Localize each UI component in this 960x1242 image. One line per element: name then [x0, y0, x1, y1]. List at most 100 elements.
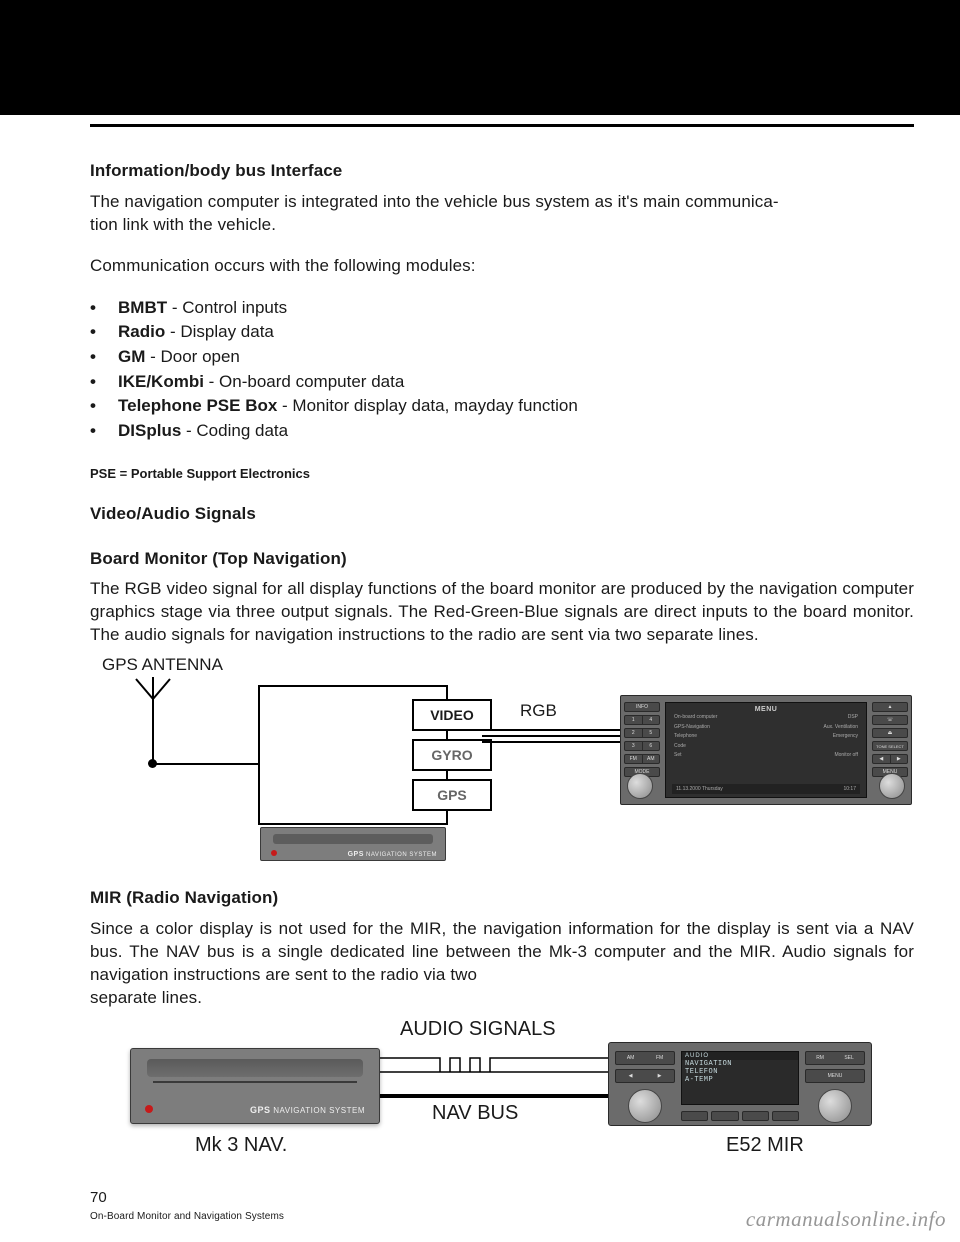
- list-item: Telephone PSE Box - Monitor display data…: [90, 394, 914, 419]
- mir-btn: [681, 1111, 708, 1121]
- nav-bus-line: [380, 1094, 608, 1098]
- rgb-line-b: [482, 741, 620, 743]
- mir-btn: ◀▶: [615, 1069, 675, 1083]
- list-item: BMBT - Control inputs: [90, 296, 914, 321]
- rgb-line-g: [482, 735, 620, 737]
- mod-desc: - On-board computer data: [204, 372, 404, 391]
- section2-heading: Video/Audio Signals: [90, 503, 914, 526]
- diagram-rgb: GPS ANTENNA VIDEO GYRO GPS GPS NAVIGATIO…: [90, 655, 910, 865]
- mir-line: A-TEMP: [682, 1076, 798, 1084]
- section2-p1: The RGB video signal for all display fun…: [90, 578, 914, 647]
- menu-row: GPS-NavigationAux. Ventilation: [666, 723, 866, 733]
- module-list: BMBT - Control inputs Radio - Display da…: [90, 296, 914, 444]
- mod-desc: - Coding data: [181, 421, 288, 440]
- nav-computer-box: VIDEO GYRO GPS: [258, 685, 448, 825]
- btn-tone: TONE SELECT: [872, 741, 908, 751]
- gps-nav-unit: GPS NAVIGATION SYSTEM: [260, 827, 446, 861]
- list-item: DISplus - Coding data: [90, 419, 914, 444]
- page-number: 70: [90, 1189, 107, 1206]
- unit-label: GPS NAVIGATION SYSTEM: [250, 1105, 365, 1115]
- mir-left-buttons: AMFM ◀▶: [615, 1051, 675, 1123]
- unit-label: GPS NAVIGATION SYSTEM: [348, 851, 437, 858]
- section3-p2: separate lines.: [90, 987, 914, 1010]
- status-bar: 11.13.2000 Thursday10:17: [672, 784, 860, 794]
- gps-pill: GPS: [412, 779, 492, 811]
- power-led-icon: [145, 1105, 153, 1113]
- mir-header: AUDIO: [682, 1052, 798, 1060]
- content-area: Information/body bus Interface The navig…: [90, 160, 914, 1168]
- btn-1-4: 14: [624, 715, 660, 725]
- page: Information/body bus Interface The navig…: [0, 0, 960, 1242]
- nav-bus-label: NAV BUS: [432, 1102, 518, 1125]
- e52-mir-unit: AMFM ◀▶ RMSEL MENU AUDIO NAVIGATION TELE…: [608, 1042, 872, 1126]
- left-knob-icon: [627, 773, 653, 799]
- mir-btn: RMSEL: [805, 1051, 865, 1065]
- section1-p2: Communication occurs with the following …: [90, 255, 914, 278]
- btn-info: INFO: [624, 702, 660, 712]
- list-item: IKE/Kombi - On-board computer data: [90, 370, 914, 395]
- mk3-label: Mk 3 NAV.: [195, 1134, 287, 1157]
- mir-line: TELEFON: [682, 1068, 798, 1076]
- menu-title: MENU: [666, 706, 866, 713]
- menu-row: SetMonitor off: [666, 751, 866, 761]
- horizontal-rule: [90, 124, 914, 127]
- mir-knob-icon: [628, 1089, 662, 1123]
- mod-name: IKE/Kombi: [118, 372, 204, 391]
- btn-fm-am: FMAM: [624, 754, 660, 764]
- mk3-nav-unit: GPS NAVIGATION SYSTEM: [130, 1048, 380, 1124]
- mir-screen: AUDIO NAVIGATION TELEFON A-TEMP: [681, 1051, 799, 1105]
- rgb-label: RGB: [520, 701, 557, 721]
- mod-desc: - Door open: [145, 347, 240, 366]
- btn-phone: ☏: [872, 715, 908, 725]
- gyro-pill: GYRO: [412, 739, 492, 771]
- mir-line: NAVIGATION: [682, 1060, 798, 1068]
- diagram-navbus: AUDIO SIGNALS GPS NAVIGATION SYSTEM NAV …: [90, 1018, 910, 1168]
- section2-sub1: Board Monitor (Top Navigation): [90, 548, 914, 571]
- mod-desc: - Monitor display data, mayday function: [277, 396, 577, 415]
- section1-heading: Information/body bus Interface: [90, 161, 342, 180]
- mir-btn: AMFM: [615, 1051, 675, 1065]
- audio-signals-label: AUDIO SIGNALS: [400, 1018, 556, 1041]
- btn-3-6: 36: [624, 741, 660, 751]
- mod-name: GM: [118, 347, 145, 366]
- mir-btn: [772, 1111, 799, 1121]
- list-item: GM - Door open: [90, 345, 914, 370]
- mir-btn: [711, 1111, 738, 1121]
- section1-p1: The navigation computer is integrated in…: [90, 191, 914, 237]
- menu-row: On-board computerDSP: [666, 713, 866, 723]
- mir-btn: [742, 1111, 769, 1121]
- btn-seek: ◀▶: [872, 754, 908, 764]
- menu-row: Code: [666, 742, 866, 752]
- power-led-icon: [271, 850, 277, 856]
- mod-name: Radio: [118, 322, 165, 341]
- section3-heading: MIR (Radio Navigation): [90, 887, 914, 910]
- btn-eject: ⏏: [872, 728, 908, 738]
- header-black-bar: [0, 0, 960, 115]
- gps-antenna-label: GPS ANTENNA: [102, 655, 223, 675]
- monitor-screen: MENU On-board computerDSP GPS-Navigation…: [665, 702, 867, 798]
- mir-knob-icon: [818, 1089, 852, 1123]
- btn-2-5: 25: [624, 728, 660, 738]
- mir-bottom-buttons: [681, 1111, 799, 1121]
- mod-name: Telephone PSE Box: [118, 396, 277, 415]
- right-knob-icon: [879, 773, 905, 799]
- monitor-right-buttons: ▲ ☏ ⏏ TONE SELECT ◀▶ MENU: [872, 702, 908, 777]
- antenna-wire-v: [152, 677, 154, 765]
- monitor-left-buttons: INFO 14 25 36 FMAM MODE: [624, 702, 660, 777]
- watermark: carmanualsonline.info: [746, 1207, 946, 1232]
- rgb-line-r: [482, 729, 620, 731]
- video-pill: VIDEO: [412, 699, 492, 731]
- menu-row: TelephoneEmergency: [666, 732, 866, 742]
- antenna-wire-h: [152, 763, 258, 765]
- btn-up: ▲: [872, 702, 908, 712]
- section3-p1: Since a color display is not used for th…: [90, 918, 914, 987]
- audio-signal-line: [380, 1054, 608, 1076]
- mod-name: DISplus: [118, 421, 181, 440]
- footer-title: On-Board Monitor and Navigation Systems: [90, 1211, 284, 1222]
- list-item: Radio - Display data: [90, 320, 914, 345]
- pse-note: PSE = Portable Support Electronics: [90, 466, 914, 481]
- mir-right-buttons: RMSEL MENU: [805, 1051, 865, 1123]
- mod-desc: - Control inputs: [167, 298, 287, 317]
- mod-desc: - Display data: [165, 322, 274, 341]
- board-monitor: INFO 14 25 36 FMAM MODE ▲ ☏ ⏏ TONE SELEC…: [620, 695, 912, 805]
